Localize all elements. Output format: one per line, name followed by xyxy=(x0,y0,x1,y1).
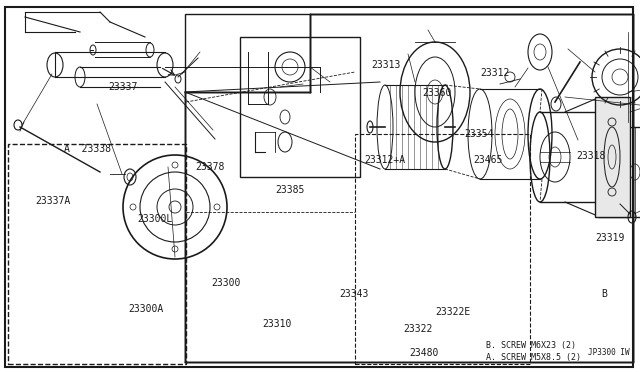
Text: 23385: 23385 xyxy=(275,185,305,195)
Text: 23360: 23360 xyxy=(422,88,452,98)
Text: 23300L: 23300L xyxy=(138,215,173,224)
Text: 23300A: 23300A xyxy=(128,304,163,314)
Text: 23318: 23318 xyxy=(576,151,605,161)
Text: 23300: 23300 xyxy=(211,278,241,288)
Bar xyxy=(8,144,186,364)
Text: A  23338: A 23338 xyxy=(64,144,111,154)
Text: 23343: 23343 xyxy=(339,289,369,299)
Bar xyxy=(595,97,630,217)
Text: 23465: 23465 xyxy=(474,155,503,165)
Text: 23337A: 23337A xyxy=(35,196,70,206)
Text: B. SCREW M6X23 (2): B. SCREW M6X23 (2) xyxy=(486,341,577,350)
Text: 23310: 23310 xyxy=(262,319,292,328)
Text: 23322E: 23322E xyxy=(435,308,470,317)
Text: 23354: 23354 xyxy=(464,129,493,139)
Bar xyxy=(185,14,633,362)
Text: 23313: 23313 xyxy=(371,60,401,70)
Bar xyxy=(355,134,530,364)
Text: 23378: 23378 xyxy=(195,163,225,172)
Text: 23480: 23480 xyxy=(410,349,439,358)
Text: 23322: 23322 xyxy=(403,324,433,334)
Text: 23312+A: 23312+A xyxy=(365,155,406,165)
Bar xyxy=(185,14,633,362)
Text: JP3300 IW: JP3300 IW xyxy=(588,348,630,357)
Text: 23337: 23337 xyxy=(109,83,138,92)
Bar xyxy=(598,127,640,217)
Text: B: B xyxy=(602,289,607,299)
Text: 23319: 23319 xyxy=(595,233,625,243)
Text: 23312: 23312 xyxy=(480,68,509,77)
Text: A. SCREW M5X8.5 (2): A. SCREW M5X8.5 (2) xyxy=(486,353,581,362)
Bar xyxy=(240,37,360,177)
